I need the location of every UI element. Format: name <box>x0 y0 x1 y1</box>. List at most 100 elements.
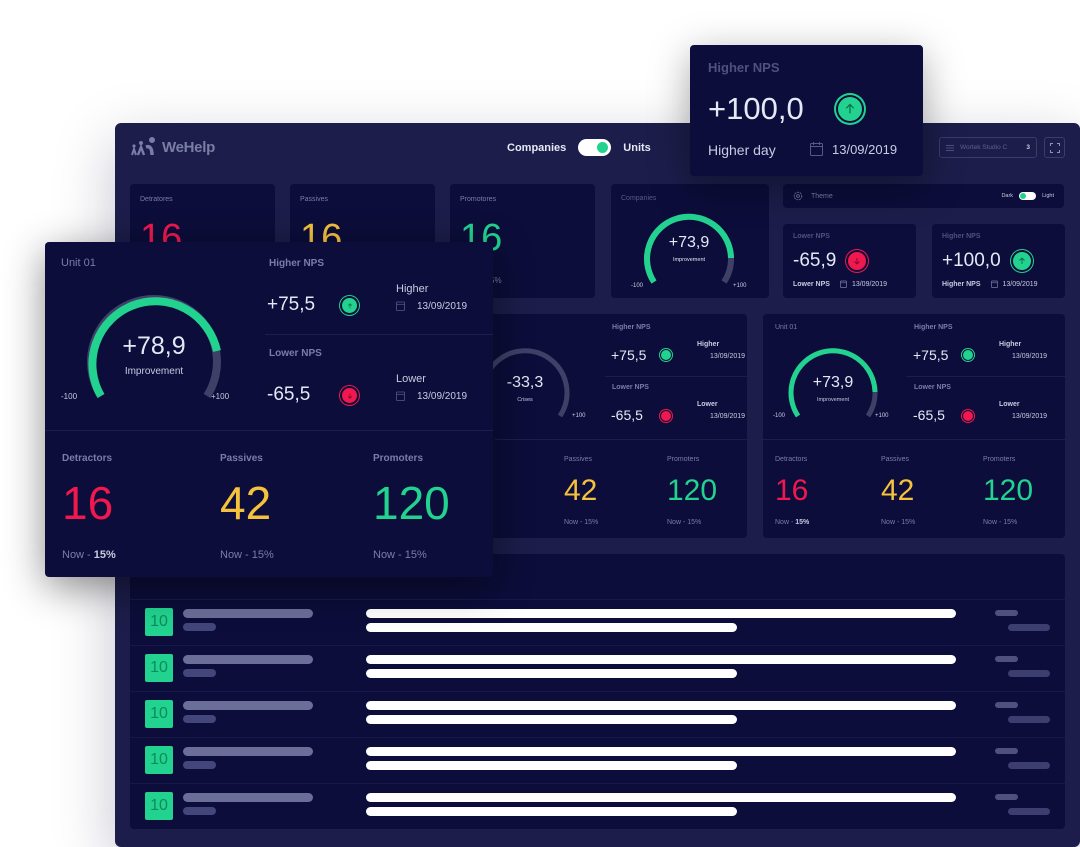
stat-label: Detractors <box>775 456 808 463</box>
theme-toggle[interactable] <box>1019 192 1037 200</box>
table-row[interactable]: 10 <box>130 691 1065 737</box>
table-row[interactable]: 10 <box>130 599 1065 645</box>
placeholder-comment-line <box>366 715 737 724</box>
higher-nps-title: Higher NPS <box>708 60 780 75</box>
stat-value: 120 <box>983 474 1034 507</box>
stat-footer: Now - 15% <box>775 519 810 526</box>
stat-value: 120 <box>667 474 718 507</box>
toggle-switch[interactable] <box>578 139 612 156</box>
gauge-caption: Improvement <box>816 397 850 403</box>
company-select-value: Wortek Studio C <box>960 144 1008 151</box>
higher-label: Higher <box>999 341 1022 348</box>
nps-value: +100,0 <box>942 250 1001 271</box>
score-badge: 10 <box>145 654 173 682</box>
stat-footer: Now - 15% <box>564 519 599 526</box>
placeholder-comment-line <box>366 655 956 664</box>
toggle-knob <box>597 142 609 153</box>
divider <box>907 376 1065 377</box>
arrow-up-icon <box>342 298 357 313</box>
stat-label: Promoters <box>667 456 700 463</box>
stat-value: 42 <box>881 474 915 507</box>
gauge-caption: Improvement <box>672 257 706 263</box>
placeholder-meta <box>995 702 1018 708</box>
companies-units-toggle[interactable]: Companies Units <box>507 139 651 156</box>
lower-date: 13/09/2019 <box>1012 413 1048 420</box>
theme-label: Theme <box>811 192 833 200</box>
gauge-caption: Improvement <box>124 366 184 377</box>
placeholder-comment-line <box>366 701 956 710</box>
placeholder-sub <box>183 669 216 677</box>
higher-day-label: Higher day <box>708 142 776 158</box>
toggle-label-units[interactable]: Units <box>623 141 651 154</box>
company-count: 3 <box>1026 144 1030 151</box>
company-select[interactable]: Wortek Studio C 3 <box>939 137 1037 158</box>
higher-day-date: 13/09/2019 <box>832 142 898 157</box>
table-row[interactable]: 10 <box>130 737 1065 783</box>
placeholder-comment-line <box>366 669 737 678</box>
placeholder-date <box>1008 624 1050 631</box>
lower-label: Lower <box>396 373 426 385</box>
lower-date: 13/09/2019 <box>417 391 468 402</box>
theme-light-label[interactable]: Light <box>1042 193 1054 199</box>
score-badge: 10 <box>145 746 173 774</box>
theme-dark-label[interactable]: Dark <box>1001 193 1014 199</box>
lower-label: Lower <box>697 401 718 408</box>
calendar-icon <box>396 391 405 401</box>
table-row[interactable]: 10 <box>130 645 1065 691</box>
arrow-down-icon <box>848 252 867 270</box>
placeholder-name <box>183 609 313 618</box>
floating-unit-card: Unit 01 +78,9 Improvement -100 +100 High… <box>45 242 493 577</box>
placeholder-comment-line <box>366 623 737 632</box>
arrow-down-icon <box>963 411 973 421</box>
lower-nps-title: Lower NPS <box>269 348 322 359</box>
score-badge: 10 <box>145 608 173 636</box>
unit-label: Unit 01 <box>61 257 96 269</box>
logo[interactable]: WeHelp <box>130 137 215 157</box>
stat-footer: Now - 15% <box>220 549 274 561</box>
calendar-icon <box>990 280 998 288</box>
placeholder-name <box>183 701 313 710</box>
nps-date: 13/09/2019 <box>1002 280 1038 288</box>
gauge-min: -100 <box>631 283 644 289</box>
unit-label: Unit 01 <box>775 324 798 331</box>
gauge-min: -100 <box>773 413 786 419</box>
placeholder-comment-line <box>366 609 956 618</box>
stat-label: Detractors <box>62 453 113 464</box>
gauge-arc <box>644 213 734 284</box>
arrow-up-icon <box>838 97 862 121</box>
unit-gauge: +78,9 Improvement <box>79 290 229 410</box>
toggle-label-companies[interactable]: Companies <box>507 141 567 154</box>
placeholder-name <box>183 655 313 664</box>
lower-nps-title: Lower NPS <box>612 384 649 391</box>
higher-date: 13/09/2019 <box>1012 353 1048 360</box>
gauge-arc <box>788 348 878 418</box>
placeholder-name <box>183 793 313 802</box>
placeholder-meta <box>995 748 1018 754</box>
stat-label: Promoters <box>373 453 424 464</box>
score-badge: 10 <box>145 700 173 728</box>
stat-value: 16 <box>775 474 809 507</box>
placeholder-sub <box>183 807 216 815</box>
gauge-max: +100 <box>211 392 230 401</box>
fullscreen-button[interactable] <box>1044 137 1065 158</box>
fullscreen-icon <box>1049 142 1060 153</box>
gauge-min: -100 <box>61 392 78 401</box>
placeholder-sub <box>183 715 216 723</box>
gauge-caption: Crises <box>517 397 533 403</box>
placeholder-meta <box>995 794 1018 800</box>
gauge-max: +100 <box>875 413 889 419</box>
stat-value: 42 <box>220 477 272 529</box>
arrow-up-icon <box>963 350 973 360</box>
arrow-up-icon <box>661 350 671 360</box>
stat-label: Promotores <box>460 196 497 203</box>
table-row[interactable]: 10 <box>130 783 1065 829</box>
score-badge: 10 <box>145 792 173 820</box>
placeholder-meta <box>995 610 1018 616</box>
lower-nps-card: Lower NPS -65,9 Lower NPS 13/09/2019 <box>783 224 916 298</box>
stat-label: Passives <box>564 456 593 463</box>
wehelp-logo-icon <box>131 137 155 156</box>
stat-label: Promoters <box>983 456 1016 463</box>
higher-nps-value: +75,5 <box>913 347 949 363</box>
higher-nps-value: +75,5 <box>611 347 647 363</box>
stat-value: 16 <box>62 477 114 529</box>
